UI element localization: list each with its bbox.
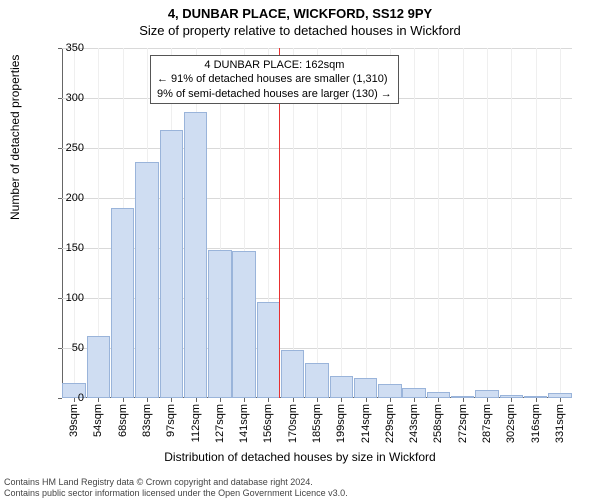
histogram-bar xyxy=(135,162,158,398)
histogram-bar xyxy=(184,112,207,398)
ytick-label: 0 xyxy=(44,392,84,404)
xtick-label: 185sqm xyxy=(311,404,323,443)
xtick-mark xyxy=(293,398,294,402)
ytick-label: 300 xyxy=(44,92,84,104)
annotation-line: 9% of semi-detached houses are larger (1… xyxy=(157,87,392,101)
xtick-label: 243sqm xyxy=(408,404,420,443)
xtick-label: 214sqm xyxy=(360,404,372,443)
ytick-label: 350 xyxy=(44,42,84,54)
xtick-mark xyxy=(196,398,197,402)
histogram-bar xyxy=(232,251,255,398)
xtick-mark xyxy=(366,398,367,402)
xtick-mark xyxy=(487,398,488,402)
histogram-bar xyxy=(354,378,377,398)
xtick-mark xyxy=(220,398,221,402)
xtick-mark xyxy=(414,398,415,402)
xtick-mark xyxy=(463,398,464,402)
ytick-label: 150 xyxy=(44,242,84,254)
xtick-mark xyxy=(341,398,342,402)
xtick-label: 258sqm xyxy=(432,404,444,443)
grid-line-v xyxy=(438,48,439,398)
xtick-label: 229sqm xyxy=(384,404,396,443)
histogram-bar xyxy=(111,208,134,398)
footer: Contains HM Land Registry data © Crown c… xyxy=(4,477,348,498)
xtick-mark xyxy=(438,398,439,402)
histogram-bar xyxy=(160,130,183,398)
xtick-mark xyxy=(147,398,148,402)
xtick-mark xyxy=(171,398,172,402)
grid-line-v xyxy=(414,48,415,398)
histogram-bar xyxy=(402,388,425,398)
xtick-label: 316sqm xyxy=(530,404,542,443)
histogram-bar xyxy=(378,384,401,398)
grid-line-v xyxy=(487,48,488,398)
xtick-mark xyxy=(317,398,318,402)
xtick-label: 68sqm xyxy=(117,404,129,437)
xtick-mark xyxy=(268,398,269,402)
xtick-label: 112sqm xyxy=(190,404,202,442)
xtick-mark xyxy=(560,398,561,402)
ytick-label: 100 xyxy=(44,292,84,304)
xtick-label: 287sqm xyxy=(481,404,493,443)
xtick-label: 141sqm xyxy=(238,404,250,443)
xtick-label: 156sqm xyxy=(262,404,274,443)
xtick-label: 39sqm xyxy=(68,404,80,437)
xtick-mark xyxy=(98,398,99,402)
annotation-box: 4 DUNBAR PLACE: 162sqm ← 91% of detached… xyxy=(150,55,399,104)
xtick-label: 199sqm xyxy=(335,404,347,443)
xtick-label: 54sqm xyxy=(92,404,104,437)
xtick-mark xyxy=(244,398,245,402)
xtick-label: 83sqm xyxy=(141,404,153,437)
ytick-label: 200 xyxy=(44,192,84,204)
grid-line-v xyxy=(536,48,537,398)
ytick-label: 50 xyxy=(44,342,84,354)
grid-line-v xyxy=(560,48,561,398)
footer-line: Contains public sector information licen… xyxy=(4,488,348,498)
x-axis-label: Distribution of detached houses by size … xyxy=(0,450,600,464)
title-sub: Size of property relative to detached ho… xyxy=(0,21,600,38)
grid-line-v xyxy=(511,48,512,398)
xtick-label: 97sqm xyxy=(165,404,177,437)
xtick-mark xyxy=(511,398,512,402)
y-axis-label: Number of detached properties xyxy=(8,55,22,220)
histogram-bar xyxy=(330,376,353,398)
xtick-label: 331sqm xyxy=(554,404,566,443)
histogram-bar xyxy=(208,250,231,398)
ytick-label: 250 xyxy=(44,142,84,154)
histogram-bar xyxy=(305,363,328,398)
xtick-label: 302sqm xyxy=(505,404,517,443)
grid-line-v xyxy=(463,48,464,398)
annotation-line: ← 91% of detached houses are smaller (1,… xyxy=(157,72,392,86)
histogram-bar xyxy=(281,350,304,398)
xtick-label: 127sqm xyxy=(214,404,226,443)
histogram-bar xyxy=(87,336,110,398)
xtick-mark xyxy=(390,398,391,402)
histogram-bar xyxy=(475,390,498,398)
xtick-label: 272sqm xyxy=(457,404,469,443)
title-main: 4, DUNBAR PLACE, WICKFORD, SS12 9PY xyxy=(0,0,600,21)
histogram-bar xyxy=(257,302,280,398)
footer-line: Contains HM Land Registry data © Crown c… xyxy=(4,477,348,487)
annotation-line: 4 DUNBAR PLACE: 162sqm xyxy=(157,58,392,72)
xtick-mark xyxy=(123,398,124,402)
xtick-mark xyxy=(536,398,537,402)
xtick-label: 170sqm xyxy=(287,404,299,443)
